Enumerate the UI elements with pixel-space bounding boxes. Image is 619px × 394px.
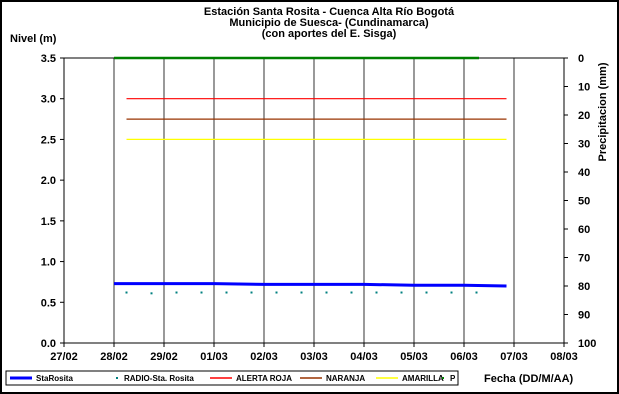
y2-axis-label: Precipitacion (mm) xyxy=(597,62,609,161)
data-point xyxy=(425,291,428,294)
x-tick-label: 01/03 xyxy=(200,351,228,363)
data-point xyxy=(200,291,203,294)
x-tick-label: 07/03 xyxy=(500,351,528,363)
data-point xyxy=(250,291,253,294)
legend-item: AMARILLA xyxy=(376,374,444,383)
y2-tick-label: 10 xyxy=(578,82,590,94)
series-layer xyxy=(114,56,507,295)
data-point xyxy=(400,291,403,294)
y-tick-label: 1.5 xyxy=(41,216,56,228)
legend-label: P xyxy=(450,374,456,383)
legend-item: NARANJA xyxy=(300,374,365,383)
y-tick-label: 0.5 xyxy=(41,297,56,309)
y2-tick-label: 70 xyxy=(578,253,590,265)
legend-item: P xyxy=(442,374,456,383)
y-tick-label: 2.5 xyxy=(41,134,56,146)
legend-label: StaRosita xyxy=(36,374,73,383)
y2-tick-label: 80 xyxy=(578,281,590,293)
x-tick-label: 04/03 xyxy=(350,351,378,363)
title-line: Estación Santa Rosita - Cuenca Alta Río … xyxy=(204,6,455,18)
x-tick-label: 02/03 xyxy=(250,351,278,363)
x-tick-label: 03/03 xyxy=(300,351,328,363)
series-starosita xyxy=(114,282,507,288)
data-point xyxy=(300,291,303,294)
x-axis-label: Fecha (DD/M/AA) xyxy=(484,373,574,385)
data-point xyxy=(175,291,178,294)
data-point xyxy=(475,291,478,294)
legend-label: RADIO-Sta. Rosita xyxy=(124,374,194,383)
y-tick-label: 0.0 xyxy=(41,338,56,350)
title-line: (con aportes del E. Sisga) xyxy=(262,28,397,40)
x-tick-label: 28/02 xyxy=(100,351,128,363)
data-point xyxy=(225,291,228,294)
y-axis-label: Nivel (m) xyxy=(10,33,57,45)
x-axis-ticks: 27/02 28/02 29/02 01/03 02/03 03/03 04/03 05/03… xyxy=(50,343,578,363)
y-tick-label: 3.5 xyxy=(41,53,56,65)
y-tick-label: 1.0 xyxy=(41,257,56,269)
legend-label: ALERTA ROJA xyxy=(236,374,292,383)
y2-tick-label: 0 xyxy=(578,53,584,65)
data-point xyxy=(325,291,328,294)
y2-tick-label: 30 xyxy=(578,139,590,151)
y2-tick-label: 40 xyxy=(578,167,590,179)
legend-item: RADIO-Sta. Rosita xyxy=(116,374,194,383)
y2-axis-ticks: 0 10 20 30 40 50 60 70 80 90 100 xyxy=(564,53,596,350)
legend-label: NARANJA xyxy=(326,374,365,383)
data-point xyxy=(350,291,353,294)
legend-swatch xyxy=(116,377,118,379)
legend-label: AMARILLA xyxy=(402,374,444,383)
y-tick-label: 2.0 xyxy=(41,175,56,187)
data-point xyxy=(125,291,128,294)
y2-tick-label: 60 xyxy=(578,224,590,236)
legend-swatch xyxy=(442,377,444,379)
title-line: Municipio de Suesca- (Cundinamarca) xyxy=(229,17,429,29)
x-tick-label: 08/03 xyxy=(550,351,578,363)
y2-tick-label: 90 xyxy=(578,310,590,322)
x-tick-label: 06/03 xyxy=(450,351,478,363)
y-axis-ticks: 0.0 0.5 1.0 1.5 2.0 2.5 3.0 3.5 xyxy=(41,53,64,350)
legend: StaRosita RADIO-Sta. Rosita ALERTA ROJA NAR… xyxy=(10,374,456,383)
y2-tick-label: 20 xyxy=(578,110,590,122)
data-point xyxy=(375,291,378,294)
chart-title: Estación Santa Rosita - Cuenca Alta Río … xyxy=(204,6,455,40)
y2-tick-label: 50 xyxy=(578,196,590,208)
legend-item: StaRosita xyxy=(10,374,73,383)
x-tick-label: 29/02 xyxy=(150,351,178,363)
y2-tick-label: 100 xyxy=(578,338,596,350)
grid-lines xyxy=(113,58,515,343)
x-tick-label: 27/02 xyxy=(50,351,78,363)
series-radio-sta-rosita xyxy=(125,291,478,295)
data-point xyxy=(450,291,453,294)
data-point xyxy=(275,291,278,294)
x-tick-label: 05/03 xyxy=(400,351,428,363)
y-tick-label: 3.0 xyxy=(41,94,56,106)
legend-item: ALERTA ROJA xyxy=(210,374,292,383)
data-point xyxy=(150,292,153,295)
